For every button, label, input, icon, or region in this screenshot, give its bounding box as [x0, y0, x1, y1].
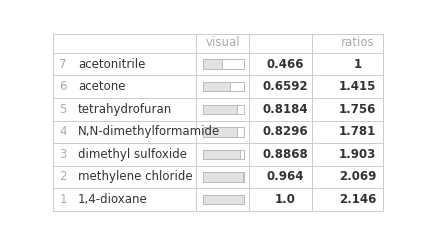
Text: 6: 6 [59, 80, 67, 93]
Text: 1.903: 1.903 [339, 148, 377, 161]
Text: 2.146: 2.146 [339, 193, 377, 206]
Text: 1.415: 1.415 [339, 80, 377, 93]
Text: 1,4-dioxane: 1,4-dioxane [78, 193, 147, 206]
Bar [203, 195, 244, 204]
Bar [203, 82, 244, 91]
Text: 1: 1 [59, 193, 67, 206]
Text: ratios: ratios [341, 36, 374, 49]
Text: 7: 7 [59, 58, 67, 71]
Text: methylene chloride: methylene chloride [78, 170, 193, 183]
Text: 0.466: 0.466 [266, 58, 304, 71]
Text: 0.8868: 0.8868 [263, 148, 308, 161]
Text: N,N-dimethylformamide: N,N-dimethylformamide [78, 125, 220, 138]
Text: 1: 1 [354, 58, 362, 71]
Text: 1.756: 1.756 [339, 103, 377, 116]
Text: 1.0: 1.0 [275, 193, 296, 206]
Text: tetrahydrofuran: tetrahydrofuran [78, 103, 172, 116]
Bar [203, 172, 244, 182]
Text: dimethyl sulfoxide: dimethyl sulfoxide [78, 148, 187, 161]
Text: 0.8296: 0.8296 [263, 125, 308, 138]
Text: 2: 2 [59, 170, 67, 183]
Bar [203, 104, 244, 114]
Text: 3: 3 [60, 148, 67, 161]
Bar [203, 195, 244, 204]
Text: 4: 4 [59, 125, 67, 138]
Bar [203, 82, 230, 91]
Text: acetonitrile: acetonitrile [78, 58, 145, 71]
Bar [203, 150, 240, 159]
Text: visual: visual [205, 36, 240, 49]
Bar [203, 150, 244, 159]
Text: 1.781: 1.781 [339, 125, 377, 138]
Text: 0.6592: 0.6592 [263, 80, 308, 93]
Text: 5: 5 [60, 103, 67, 116]
Text: acetone: acetone [78, 80, 125, 93]
Text: 0.964: 0.964 [266, 170, 304, 183]
Bar [203, 127, 237, 137]
Bar [203, 59, 222, 69]
Bar [203, 104, 237, 114]
Text: 2.069: 2.069 [339, 170, 377, 183]
Bar [203, 127, 244, 137]
Bar [203, 59, 244, 69]
Bar [203, 172, 243, 182]
Text: 0.8184: 0.8184 [263, 103, 308, 116]
